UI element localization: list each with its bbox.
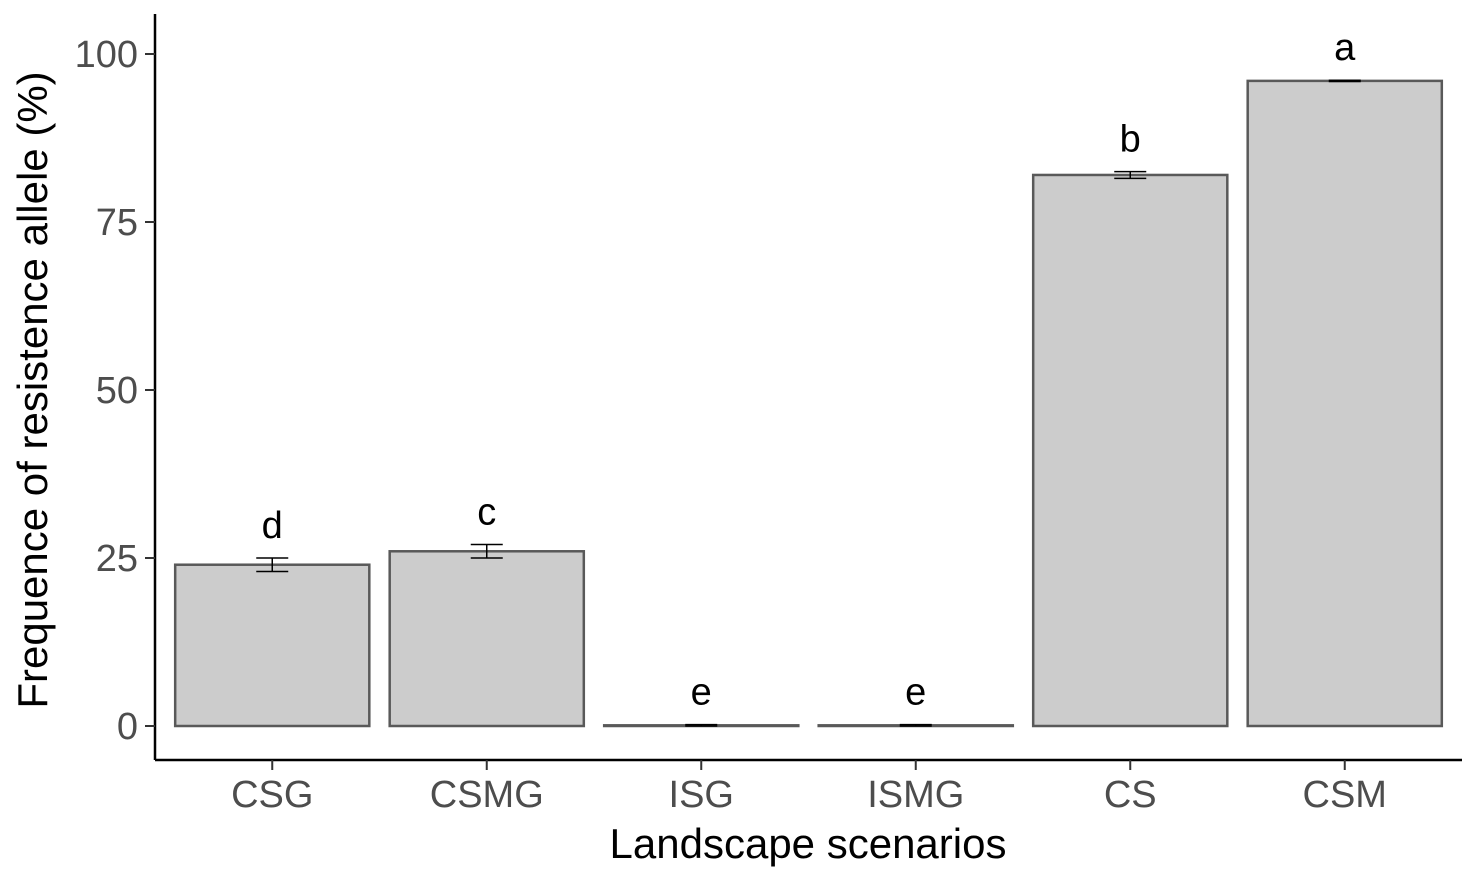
y-tick-label-50: 50 xyxy=(96,370,138,412)
x-tick-label-cs: CS xyxy=(1104,774,1157,816)
bars-layer xyxy=(173,79,1444,728)
y-tick-label-25: 25 xyxy=(96,538,138,580)
y-tick-label-100: 100 xyxy=(75,34,138,76)
error-bar-isg xyxy=(685,723,718,727)
error-bar-ismg xyxy=(899,723,932,727)
error-bar-csmg xyxy=(470,543,503,559)
significance-label-csg: d xyxy=(262,505,283,547)
significance-label-isg: e xyxy=(691,672,712,714)
x-tick-label-isg: ISG xyxy=(669,774,734,816)
y-tick-label-75: 75 xyxy=(96,202,138,244)
bar-csm xyxy=(1246,79,1444,728)
x-tick-label-ismg: ISMG xyxy=(867,774,964,816)
y-axis-title: Frequence of resistence allele (%) xyxy=(9,71,56,708)
bar-cs xyxy=(1031,173,1229,728)
significance-label-csm: a xyxy=(1334,27,1356,69)
error-bar-cs xyxy=(1114,170,1147,180)
significance-label-cs: b xyxy=(1120,119,1141,161)
y-tick-label-0: 0 xyxy=(117,706,138,748)
bar-csmg xyxy=(388,550,586,728)
x-axis-title: Landscape scenarios xyxy=(610,820,1007,867)
bar-csg xyxy=(173,563,371,728)
x-tick-label-csmg: CSMG xyxy=(430,774,544,816)
x-tick-label-csg: CSG xyxy=(231,774,313,816)
x-axis-ticks: CSG CSMG ISG ISMG CS CSM xyxy=(231,760,1387,816)
error-bar-csm xyxy=(1328,79,1361,83)
significance-label-csmg: c xyxy=(477,492,496,534)
error-bar-csg xyxy=(256,557,289,573)
significance-label-ismg: e xyxy=(905,672,926,714)
y-axis-ticks: 0 25 50 75 100 xyxy=(75,34,155,748)
x-tick-label-csm: CSM xyxy=(1303,774,1387,816)
significance-labels-layer: d c e e b a xyxy=(262,27,1357,713)
error-bars-layer xyxy=(256,79,1361,727)
